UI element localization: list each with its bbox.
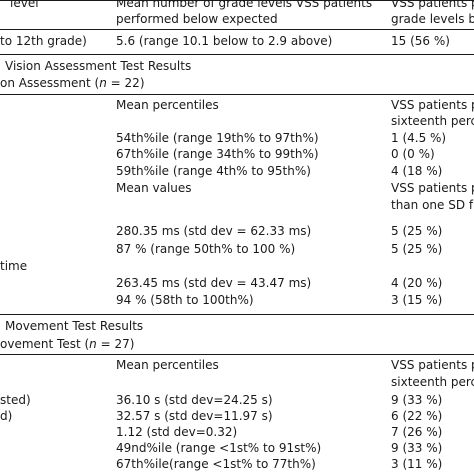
table-row-mean: 263.45 ms (std dev = 43.47 ms) xyxy=(116,276,312,290)
vision-percentile-header-mean: Mean percentiles xyxy=(116,98,219,112)
grade-row-vss: 15 (56 %) xyxy=(391,34,450,48)
time-row-label: time xyxy=(0,259,28,273)
table-row-vss: 4 (20 %) xyxy=(391,276,443,290)
table-row-label: d) xyxy=(0,409,13,423)
table-row-vss: 1 (4.5 %) xyxy=(391,131,447,145)
header-mean-line2: performed below expected xyxy=(116,12,278,26)
eye-n-label: n xyxy=(89,337,97,351)
vision-n-label: n xyxy=(99,76,107,90)
vision-values-header-vss-1: VSS patients pe xyxy=(391,181,474,195)
table-row-vss: 7 (26 %) xyxy=(391,425,443,439)
vision-percentile-header-vss-1: VSS patients pe xyxy=(391,98,474,112)
table-row-mean: 32.57 s (std dev=11.97 s) xyxy=(116,409,273,423)
table-top-rule xyxy=(0,0,474,1)
table-row-mean: 280.35 ms (std dev = 62.33 ms) xyxy=(116,224,312,238)
vision-header-rule xyxy=(0,94,474,95)
grade-row-mean: 5.6 (range 10.1 below to 2.9 above) xyxy=(116,34,333,48)
section-rule-eye xyxy=(0,314,474,315)
vision-percentile-header-vss-2: sixteenth perce xyxy=(391,114,474,128)
eye-section-title: Movement Test Results xyxy=(5,319,144,333)
table-row-vss: 3 (11 %) xyxy=(391,457,443,471)
table-row-vss: 5 (25 %) xyxy=(391,242,443,256)
eye-n-value: = 27) xyxy=(96,337,135,351)
header-level: level xyxy=(10,0,39,10)
table-row-mean: 87 % (range 50th% to 100 %) xyxy=(116,242,296,256)
table-row-mean: 67th%ile (range 34th% to 99th%) xyxy=(116,147,319,161)
eye-header-mean: Mean percentiles xyxy=(116,358,219,372)
vision-section-title: Vision Assessment Test Results xyxy=(5,59,192,73)
header-vss-line1: VSS patients per xyxy=(391,0,474,10)
vision-section-subtitle: on Assessment (n = 22) xyxy=(0,76,145,91)
vision-subtitle-prefix: on Assessment ( xyxy=(0,76,100,90)
table-row-mean: 59th%ile (range 4th% to 95th%) xyxy=(116,164,311,178)
table-row-vss: 9 (33 %) xyxy=(391,441,443,455)
table-row-vss: 3 (15 %) xyxy=(391,293,443,307)
table-row-mean: 49nd%ile (range <1st% to 91st%) xyxy=(116,441,322,455)
header-rule xyxy=(0,29,474,30)
vision-n-value: = 22) xyxy=(106,76,145,90)
header-mean-line1: Mean number of grade levels VSS patients xyxy=(116,0,373,10)
vision-values-header-mean: Mean values xyxy=(116,181,192,195)
vision-values-header-vss-2: than one SD fro xyxy=(391,198,474,212)
table-row-vss: 9 (33 %) xyxy=(391,393,443,407)
eye-header-rule xyxy=(0,354,474,355)
table-row-vss: 6 (22 %) xyxy=(391,409,443,423)
eye-subtitle-prefix: ovement Test ( xyxy=(0,337,90,351)
table-row-mean: 67th%ile(range <1st% to 77th%) xyxy=(116,457,316,471)
table-row-mean: 54th%ile (range 19th% to 97th%) xyxy=(116,131,319,145)
table-row-label: sted) xyxy=(0,393,31,407)
eye-section-subtitle: ovement Test (n = 27) xyxy=(0,337,134,352)
table-row-mean: 36.10 s (std dev=24.25 s) xyxy=(116,393,273,407)
eye-header-vss-1: VSS patients pe xyxy=(391,358,474,372)
table-row-mean: 94 % (58th to 100th%) xyxy=(116,293,254,307)
table-row-vss: 4 (18 %) xyxy=(391,164,443,178)
section-rule-vision xyxy=(0,54,474,55)
grade-row-label: to 12th grade) xyxy=(0,34,87,48)
table-row-vss: 5 (25 %) xyxy=(391,224,443,238)
header-vss-line2: grade levels be xyxy=(391,12,474,26)
table-row-vss: 0 (0 %) xyxy=(391,147,435,161)
eye-header-vss-2: sixteenth perce xyxy=(391,375,474,389)
table-row-mean: 1.12 (std dev=0.32) xyxy=(116,425,238,439)
